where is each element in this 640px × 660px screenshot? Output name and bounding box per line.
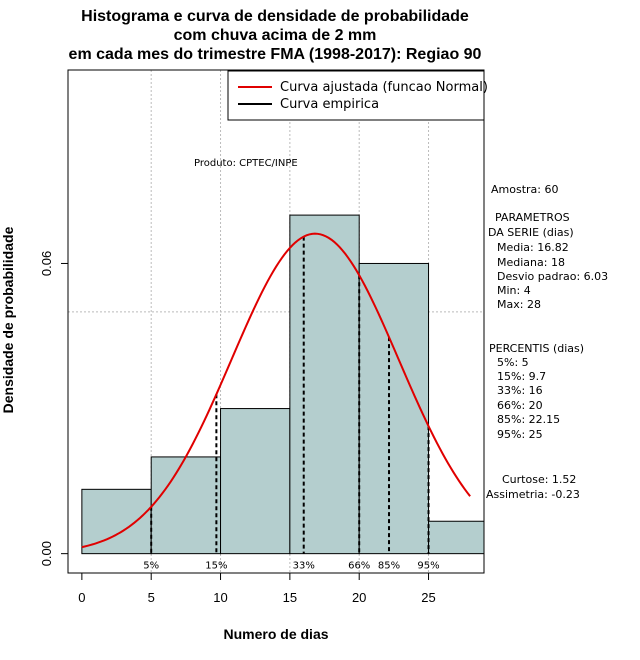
y-axis-title: Densidade de probabilidade [0, 226, 16, 413]
normal-fit-curve [81, 232, 471, 549]
stat-max: Max: 28 [497, 298, 541, 311]
percentile-label: 15% [205, 561, 227, 572]
stat-sd: Desvio padrao: 6.03 [497, 270, 608, 283]
x-tick-label: 10 [213, 590, 227, 605]
percentile-label: 85% [378, 561, 400, 572]
y-tick-label: 0.06 [39, 251, 54, 276]
stat-p5: 5%: 5 [497, 356, 529, 369]
y-axis: 0.00 0.06 [39, 251, 69, 566]
legend-label-empirical: Curva empirica [280, 97, 379, 112]
params-title-1: PARAMETROS [495, 211, 570, 224]
chart-title-line-3: em cada mes do trimestre FMA (1998-2017)… [69, 46, 482, 63]
histogram-bar [150, 456, 222, 555]
stat-p33: 33%: 16 [497, 384, 543, 397]
stat-skewness: Assimetria: -0.23 [486, 488, 580, 501]
stat-mean: Media: 16.82 [497, 241, 569, 254]
histogram-bar [81, 488, 152, 555]
x-tick-label: 0 [78, 590, 85, 605]
percentile-label: 95% [417, 561, 439, 572]
x-tick-label: 20 [352, 590, 366, 605]
x-axis-title: Numero de dias [223, 626, 328, 642]
params-title-2: DA SERIE (dias) [488, 226, 574, 239]
stat-sample: Amostra: 60 [491, 183, 558, 196]
chart-title-line-1: Histograma e curva de densidade de proba… [81, 8, 469, 25]
stat-p15: 15%: 9.7 [497, 370, 546, 383]
stats-panel: Amostra: 60 PARAMETROS DA SERIE (dias) M… [486, 183, 608, 501]
x-tick-label: 5 [148, 590, 155, 605]
legend-label-normal-fit: Curva ajustada (funcao Normal) [280, 80, 488, 95]
stat-p95: 95%: 25 [497, 428, 543, 441]
product-annotation: Produto: CPTEC/INPE [194, 158, 298, 169]
legend-box [227, 70, 485, 121]
stat-kurtosis: Curtose: 1.52 [502, 473, 576, 486]
stat-p66: 66%: 20 [497, 399, 543, 412]
percentile-label: 66% [348, 561, 370, 572]
histogram-bar [428, 520, 485, 555]
chart-title-line-2: com chuva acima de 2 mm [174, 27, 377, 44]
legend: Curva ajustada (funcao Normal) Curva emp… [227, 70, 488, 121]
stat-min: Min: 4 [497, 284, 531, 297]
x-axis: 0 5 10 15 20 25 [78, 572, 436, 605]
y-tick-label: 0.00 [39, 541, 54, 566]
histogram-bars [81, 214, 485, 555]
percentiles-title: PERCENTIS (dias) [489, 342, 584, 355]
histogram-bar [220, 408, 291, 555]
x-tick-label: 25 [421, 590, 435, 605]
percentile-lines [150, 236, 430, 554]
histogram-bar [358, 262, 430, 555]
percentile-label: 33% [293, 561, 315, 572]
histogram-bar [289, 214, 360, 555]
stat-p85: 85%: 22.15 [497, 413, 560, 426]
percentile-label: 5% [143, 561, 159, 572]
stat-median: Mediana: 18 [497, 256, 565, 269]
x-tick-label: 15 [283, 590, 297, 605]
percentile-labels: 5% 15% 33% 66% 85% 95% [143, 561, 439, 572]
